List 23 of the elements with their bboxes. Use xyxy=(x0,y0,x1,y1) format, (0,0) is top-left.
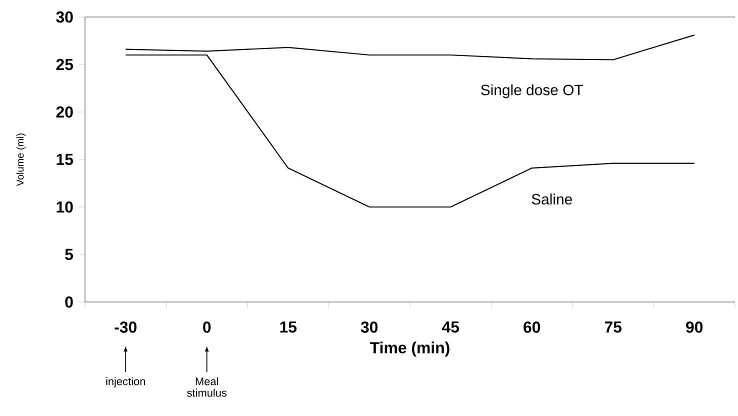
series-label: Single dose OT xyxy=(481,84,584,98)
line-series xyxy=(125,54,695,208)
x-axis-title: Time (min) xyxy=(370,342,450,357)
y-tick-label: 10 xyxy=(56,201,73,213)
y-tick-label: 25 xyxy=(56,58,74,70)
y-tick-label: 20 xyxy=(56,106,73,118)
x-tick-label: 30 xyxy=(360,322,378,333)
x-tick-label: 60 xyxy=(524,322,540,333)
x-tick-label: 90 xyxy=(686,322,703,333)
x-tick-label: 45 xyxy=(442,322,460,333)
y-tick-label: 15 xyxy=(56,154,74,166)
series-label: Saline xyxy=(532,194,572,205)
y-tick-label: 5 xyxy=(65,248,74,260)
y-axis-title: Volume (ml) xyxy=(16,134,26,186)
y-tick-label: 30 xyxy=(56,11,73,23)
y-tick-label: 0 xyxy=(65,296,73,308)
text: injection xyxy=(106,377,145,388)
line-series xyxy=(125,34,695,60)
x-tick-label: 75 xyxy=(604,322,622,333)
x-tick-label: 15 xyxy=(280,322,297,333)
x-tick-label: 0 xyxy=(203,322,211,333)
text: Meal stimulus xyxy=(187,377,227,397)
x-tick-label: -30 xyxy=(114,322,136,333)
